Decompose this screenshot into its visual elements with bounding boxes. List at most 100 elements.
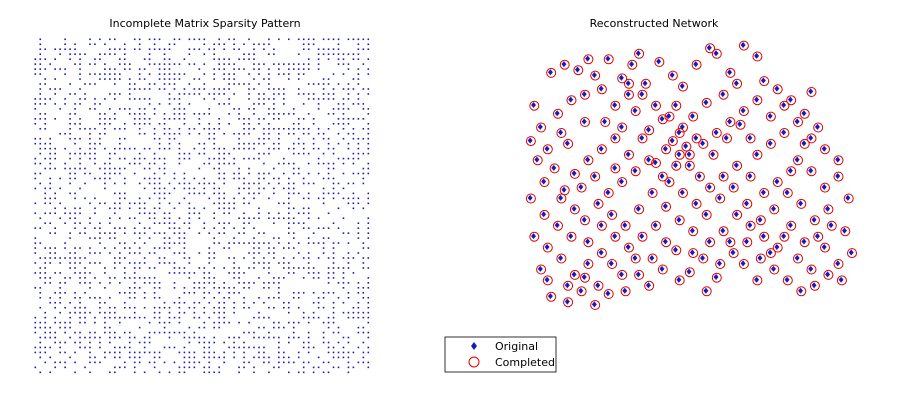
sparsity-entry [287,212,290,215]
sparsity-entry [34,142,37,145]
sparsity-entry [109,172,111,175]
sparsity-entry [178,351,181,354]
sparsity-entry [94,361,96,364]
sparsity-entry [223,93,225,95]
sparsity-entry [128,252,131,254]
sparsity-entry [114,346,116,349]
sparsity-entry [153,48,156,51]
sparsity-entry [243,197,245,200]
sparsity-entry [312,43,315,46]
sparsity-entry [203,267,206,269]
completed-point [671,160,682,171]
sparsity-entry [158,296,161,299]
sparsity-entry [357,361,360,364]
sparsity-entry [39,98,42,100]
completed-point [651,100,661,111]
sparsity-entry [258,192,260,195]
sparsity-entry [84,182,86,185]
sparsity-entry [327,38,330,41]
completed-point [593,280,604,291]
sparsity-entry [74,177,76,180]
sparsity-entry [94,177,96,180]
sparsity-entry [54,301,56,304]
sparsity-entry [99,336,101,339]
sparsity-entry [233,311,235,314]
sparsity-entry [203,192,206,195]
sparsity-entry [367,257,370,259]
sparsity-entry [104,98,106,100]
sparsity-entry [243,58,245,60]
sparsity-entry [118,356,121,359]
sparsity-entry [347,291,350,294]
sparsity-entry [268,73,270,75]
sparsity-entry [188,227,191,229]
sparsity-entry [367,93,370,95]
sparsity-entry [128,291,131,294]
sparsity-entry [332,167,335,170]
completed-point [590,171,601,182]
sparsity-entry [153,177,156,180]
sparsity-entry [143,296,146,299]
sparsity-entry [193,207,196,210]
original-point [537,265,543,272]
sparsity-entry [292,147,295,150]
sparsity-entry [114,277,116,279]
completed-point [610,133,621,144]
original-point [774,244,780,251]
sparsity-entry [188,262,191,264]
sparsity-entry [153,356,156,359]
sparsity-entry [307,172,310,175]
sparsity-entry [64,351,66,354]
original-point [747,134,753,141]
completed-point [779,231,790,242]
sparsity-entry [218,242,220,244]
sparsity-entry [302,63,305,65]
sparsity-entry [99,177,101,180]
sparsity-entry [123,157,126,160]
sparsity-entry [367,222,370,224]
sparsity-entry [302,212,305,215]
completed-point [525,193,536,204]
completed-point [694,171,705,182]
sparsity-entry [223,232,225,234]
sparsity-entry [99,103,101,105]
sparsity-entry [79,58,81,60]
sparsity-entry [34,366,37,369]
sparsity-entry [233,351,235,354]
sparsity-entry [287,361,290,364]
sparsity-entry [347,371,350,374]
completed-point [732,78,743,89]
sparsity-entry [143,341,146,344]
sparsity-entry [69,311,71,314]
sparsity-entry [283,113,285,115]
sparsity-entry [248,192,250,195]
sparsity-entry [49,88,51,90]
sparsity-entry [253,78,255,80]
sparsity-entry [163,222,166,224]
sparsity-entry [44,351,47,354]
sparsity-entry [34,351,37,354]
sparsity-entry [357,301,360,304]
completed-point [678,188,688,198]
sparsity-entry [109,38,111,41]
sparsity-entry [193,282,196,284]
sparsity-entry [158,202,161,205]
sparsity-entry [268,88,270,90]
completed-point [725,117,736,127]
sparsity-entry [327,212,330,215]
sparsity-entry [218,371,220,374]
sparsity-entry [173,118,176,120]
sparsity-entry [302,227,305,229]
sparsity-entry [84,257,86,259]
sparsity-entry [64,38,66,41]
sparsity-entry [34,68,37,70]
sparsity-entry [347,356,350,359]
sparsity-entry [69,58,71,60]
sparsity-entry [178,162,181,165]
sparsity-entry [79,257,81,259]
sparsity-entry [307,212,310,215]
sparsity-entry [258,187,260,190]
sparsity-entry [263,142,265,145]
original-point [531,233,537,240]
sparsity-entry [34,118,37,120]
